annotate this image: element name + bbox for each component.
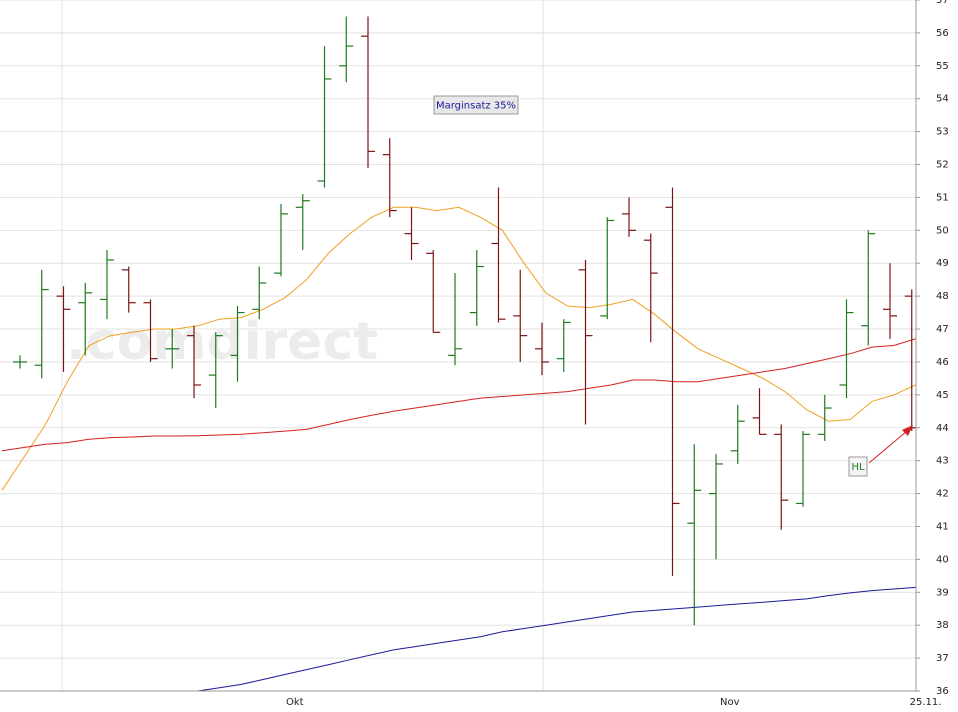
- y-tick-label: 40: [936, 554, 949, 565]
- y-tick-label: 48: [936, 291, 949, 302]
- y-tick-label: 42: [936, 489, 949, 500]
- annotation-box: [433, 95, 519, 115]
- x-tick-label: 25.11.: [910, 697, 942, 708]
- y-tick-label: 55: [936, 61, 949, 72]
- watermark: .comdirect: [66, 312, 378, 372]
- labels: 36 37 38 39 40 41 42 43 44 45 46 47 48 49 50 51 52 53 54 55…: [286, 0, 949, 708]
- moving-average: [1, 338, 916, 452]
- y-tick-label: 51: [936, 192, 949, 203]
- y-tick-label: 50: [936, 225, 949, 236]
- y-tick-label: 38: [936, 620, 949, 631]
- bars: [13, 16, 916, 626]
- annotation: Marginsatz 35%: [436, 101, 516, 112]
- annotation-box: [848, 456, 868, 477]
- y-tick-label: 43: [936, 456, 949, 467]
- x-tick-label: Nov: [720, 697, 740, 708]
- y-tick-label: 52: [936, 160, 949, 171]
- arrow: [868, 430, 908, 464]
- y-tick-label: 45: [936, 390, 949, 401]
- y-tick-label: 46: [936, 357, 949, 368]
- y-tick-label: 53: [936, 127, 949, 138]
- arrow-head: [902, 425, 913, 436]
- y-tick-label: 44: [936, 423, 949, 434]
- y-tick-label: 47: [936, 324, 949, 335]
- y-tick-label: 57: [936, 0, 949, 6]
- y-tick-label: 56: [936, 28, 949, 39]
- y-tick-label: 49: [936, 258, 949, 269]
- annotation: HL: [851, 462, 865, 473]
- y-tick-label: 41: [936, 521, 949, 532]
- x-tick-label: Okt: [286, 697, 304, 708]
- y-tick-label: 54: [936, 94, 949, 105]
- moving-average: [1, 206, 916, 491]
- y-tick-label: 36: [936, 686, 949, 697]
- y-tick-label: 37: [936, 653, 949, 664]
- moving-average: [194, 586, 916, 691]
- y-tick-label: 39: [936, 587, 949, 598]
- moving-averages: [1, 206, 916, 691]
